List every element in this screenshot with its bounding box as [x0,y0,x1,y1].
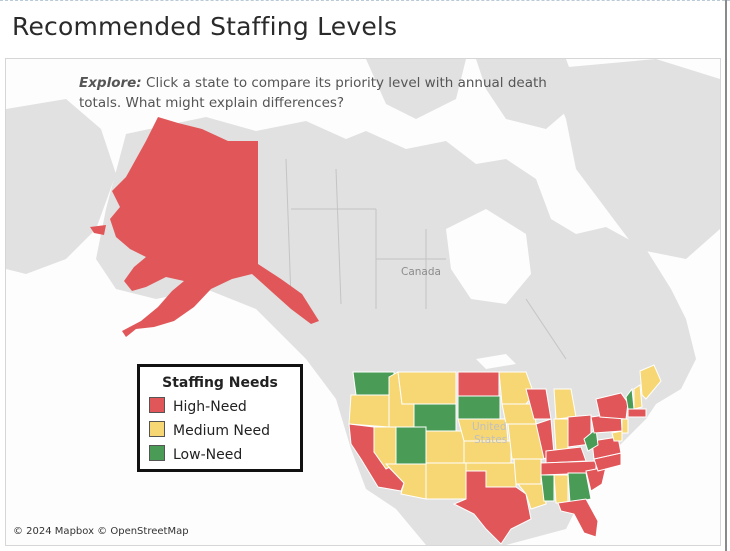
legend-item-high[interactable]: High-Need [149,397,247,417]
state-maine[interactable] [639,364,662,400]
map-container[interactable]: Explore: Click a state to compare its pr… [5,58,721,546]
legend-title: Staffing Needs [162,375,278,391]
state-florida[interactable] [557,498,599,538]
map-attribution[interactable]: © 2024 Mapbox © OpenStreetMap [13,526,189,537]
hudson-bay [446,209,531,304]
state-west-virginia[interactable] [583,428,599,452]
state-texas[interactable] [452,470,532,545]
state-new-york[interactable] [595,392,629,420]
state-alaska[interactable] [110,117,319,337]
alaska-island[interactable] [90,225,106,235]
state-arizona[interactable] [384,463,427,500]
map-canvas[interactable] [6,59,720,545]
legend-label-high: High-Need [173,399,247,415]
state-south-dakota[interactable] [457,395,501,420]
explore-label: Explore: [79,75,142,91]
legend-label-medium: Medium Need [173,423,271,439]
explore-text: Click a state to compare its priority le… [79,75,547,111]
state-new-jersey[interactable] [621,418,629,434]
low-need-swatch [149,445,165,461]
state-indiana[interactable] [553,418,569,452]
arctic-island-1 [366,59,466,119]
state-virginia[interactable] [591,436,622,460]
state-utah[interactable] [395,426,427,465]
lake-superior [476,354,516,369]
page-title: Recommended Staffing Levels [12,12,398,41]
explore-instructions: Explore: Click a state to compare its pr… [79,73,549,113]
top-dashed-border [0,0,730,1]
state-louisiana[interactable] [516,483,547,510]
russia-land [6,99,116,274]
state-georgia[interactable] [567,472,592,504]
state-alabama[interactable] [553,474,569,504]
state-colorado[interactable] [425,430,465,464]
legend-item-low[interactable]: Low-Need [149,445,242,465]
state-north-dakota[interactable] [457,371,500,397]
legend-item-medium[interactable]: Medium Need [149,421,270,441]
state-massachusetts[interactable] [627,408,647,418]
state-arkansas[interactable] [513,458,542,485]
medium-need-swatch [149,421,165,437]
state-maryland[interactable] [611,430,623,442]
us-label-line2: States [474,434,508,446]
state-oregon[interactable] [348,394,390,428]
us-states[interactable] [348,364,662,545]
state-new-mexico[interactable] [425,462,467,500]
province-borders [285,158,567,360]
state-montana[interactable] [397,371,457,405]
state-washington[interactable] [352,371,395,396]
state-mississippi[interactable] [540,474,555,502]
right-scroll-edge [725,0,727,551]
legend: Staffing Needs High-Need Medium Need Low… [137,364,303,472]
legend-label-low: Low-Need [173,447,243,463]
state-new-hampshire[interactable] [633,384,643,410]
high-need-swatch [149,397,165,413]
us-label-line1: United [472,421,507,433]
canada-label: Canada [401,266,441,278]
greenland-land [546,59,720,259]
